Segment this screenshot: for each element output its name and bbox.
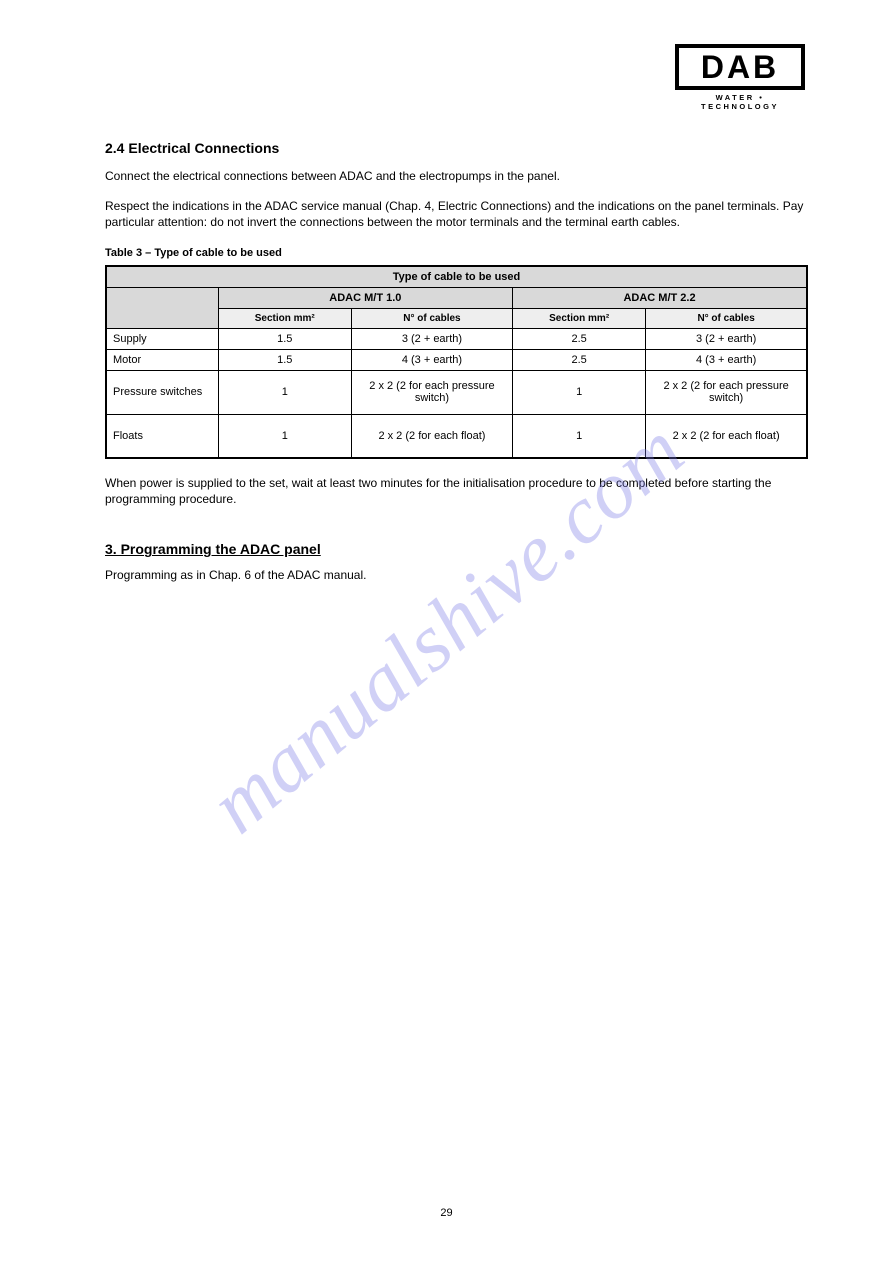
table-header-group: ADAC M/T 1.0 <box>218 287 512 308</box>
paragraph: Respect the indications in the ADAC serv… <box>105 198 808 230</box>
page-number: 29 <box>0 1207 893 1219</box>
cell: 2 x 2 (2 for each pressure switch) <box>646 370 807 414</box>
page-content: 2.4 Electrical Connections Connect the e… <box>0 0 893 638</box>
table-subheader: Section mm² <box>513 308 646 328</box>
cell: 1 <box>513 370 646 414</box>
table-group-row: ADAC M/T 1.0 ADAC M/T 2.2 <box>106 287 807 308</box>
table-row: Motor 1.5 4 (3 + earth) 2.5 4 (3 + earth… <box>106 349 807 370</box>
table-subheader: N° of cables <box>646 308 807 328</box>
cell: 1.5 <box>218 328 351 349</box>
section-body: Programming as in Chap. 6 of the ADAC ma… <box>105 567 808 583</box>
table-row: Floats 1 2 x 2 (2 for each float) 1 2 x … <box>106 414 807 458</box>
cell: 2.5 <box>513 349 646 370</box>
cell: 3 (2 + earth) <box>351 328 512 349</box>
table-subheader: N° of cables <box>351 308 512 328</box>
section-heading: 2.4 Electrical Connections <box>105 140 808 156</box>
row-label: Pressure switches <box>106 370 218 414</box>
row-label: Supply <box>106 328 218 349</box>
cell: 2 x 2 (2 for each float) <box>351 414 512 458</box>
cell: 3 (2 + earth) <box>646 328 807 349</box>
cell: 2 x 2 (2 for each float) <box>646 414 807 458</box>
cell: 1 <box>218 414 351 458</box>
table-title-row: Type of cable to be used <box>106 266 807 288</box>
table-subheader: Section mm² <box>218 308 351 328</box>
cell: 4 (3 + earth) <box>646 349 807 370</box>
row-label: Motor <box>106 349 218 370</box>
cell: 4 (3 + earth) <box>351 349 512 370</box>
table-row: Pressure switches 1 2 x 2 (2 for each pr… <box>106 370 807 414</box>
table-caption: Table 3 – Type of cable to be used <box>105 247 808 259</box>
note-paragraph: When power is supplied to the set, wait … <box>105 475 808 507</box>
cell: 2 x 2 (2 for each pressure switch) <box>351 370 512 414</box>
cell: 2.5 <box>513 328 646 349</box>
section-title: 3. Programming the ADAC panel <box>105 541 808 557</box>
table-header-group: ADAC M/T 2.2 <box>513 287 807 308</box>
table-title-cell: Type of cable to be used <box>106 266 807 288</box>
table-row: Supply 1.5 3 (2 + earth) 2.5 3 (2 + eart… <box>106 328 807 349</box>
table-header-blank <box>106 287 218 328</box>
row-label: Floats <box>106 414 218 458</box>
cell: 1 <box>513 414 646 458</box>
cell: 1.5 <box>218 349 351 370</box>
paragraph: Connect the electrical connections betwe… <box>105 168 808 184</box>
cell: 1 <box>218 370 351 414</box>
cable-type-table: Type of cable to be used ADAC M/T 1.0 AD… <box>105 265 808 460</box>
